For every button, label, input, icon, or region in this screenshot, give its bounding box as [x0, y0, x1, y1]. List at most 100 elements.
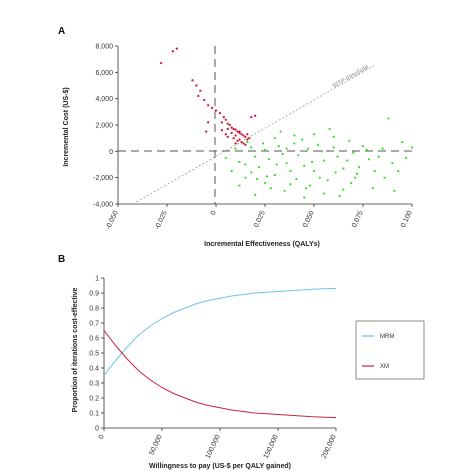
panel-a-points [160, 47, 414, 199]
scatter-point [301, 138, 304, 141]
scatter-point [371, 187, 374, 190]
scatter-point [234, 142, 237, 145]
scatter-point [240, 141, 243, 144]
scatter-point [207, 104, 210, 107]
scatter-point [387, 117, 390, 120]
series-line-mrm [103, 288, 337, 376]
scatter-point [236, 139, 239, 142]
scatter-point [160, 62, 163, 65]
scatter-point [234, 128, 237, 131]
scatter-point [318, 176, 321, 179]
scatter-point [210, 106, 214, 109]
panel-a-x-tick-label: 0.050 [302, 210, 316, 229]
scatter-point [224, 156, 227, 160]
panel-a-y-tick-label: 0 [109, 149, 113, 156]
panel-b-y-tick-label: 0 [95, 426, 99, 433]
scatter-point [228, 123, 231, 127]
scatter-point [230, 126, 233, 129]
scatter-point [383, 176, 386, 179]
scatter-point [238, 138, 241, 141]
panel-b-legend-box [355, 320, 425, 380]
scatter-point [224, 118, 227, 121]
panel-b-x-tick-label: 50,000 [148, 434, 163, 456]
scatter-point [334, 171, 337, 174]
panel-a-x-tick-label: 0.025 [253, 210, 267, 229]
panel-b-x-tick-label: 150,000 [263, 434, 280, 460]
panel-b: B 1 0.9 0.8 0.7 0.6 0.5 0.4 0.3 0.2 0.1 0 0 50,000 1… [58, 254, 425, 470]
scatter-point [232, 127, 235, 131]
scatter-point [305, 187, 308, 190]
scatter-point [328, 127, 331, 131]
scatter-point [391, 162, 394, 165]
scatter-point [244, 135, 247, 138]
scatter-point [226, 135, 229, 138]
panel-b-lines [103, 288, 337, 418]
panel-a-x-tick-label: -0.050 [105, 210, 120, 231]
scatter-point [246, 138, 249, 141]
panel-b-y-tick-label: 0.4 [89, 366, 99, 373]
scatter-point [234, 134, 237, 137]
scatter-point [401, 141, 404, 144]
scatter-point [303, 164, 306, 167]
panel-a-y-ticks: 8,000 6,000 4,000 2,000 0 -2,000 -4,000 [93, 44, 118, 209]
scatter-point [175, 47, 178, 50]
scatter-point [205, 130, 208, 133]
legend-xm-label: XM [380, 364, 389, 370]
panel-a-wtp-threshold-line [132, 64, 376, 205]
panel-a-y-tick-label: 6,000 [95, 70, 113, 77]
scatter-point [332, 135, 335, 138]
scatter-point [230, 131, 233, 134]
scatter-point [234, 147, 237, 150]
series-line-xm [103, 330, 337, 418]
scatter-point [273, 137, 276, 140]
scatter-point [281, 152, 284, 156]
scatter-point [191, 79, 194, 82]
scatter-point [377, 155, 380, 158]
scatter-point [226, 122, 229, 125]
panel-a-x-ticks: -0.050 -0.025 0 0.025 0.050 0.075 0.100 [105, 204, 414, 231]
scatter-point [238, 184, 241, 187]
scatter-point [265, 175, 269, 178]
scatter-point [365, 148, 369, 152]
scatter-point [332, 146, 335, 149]
scatter-point [248, 137, 251, 140]
scatter-point [238, 130, 241, 133]
scatter-point [293, 142, 296, 145]
scatter-point [285, 162, 288, 165]
scatter-point [254, 193, 257, 196]
scatter-point [405, 156, 408, 160]
panel-b-y-tick-label: 0.9 [89, 291, 99, 298]
scatter-point [307, 147, 310, 150]
panel-a-y-label: Incremental Cost (US-$) [63, 87, 70, 166]
scatter-point [356, 172, 359, 175]
panel-b-y-ticks: 1 0.9 0.8 0.7 0.6 0.5 0.4 0.3 0.2 0.1 0 [89, 276, 104, 433]
scatter-point [373, 169, 376, 173]
scatter-point [273, 173, 276, 177]
scatter-point [293, 134, 296, 137]
scatter-point [222, 116, 225, 119]
scatter-point [244, 143, 247, 146]
scatter-point [342, 188, 345, 191]
panel-b-y-tick-label: 0.3 [89, 381, 99, 388]
scatter-point [254, 114, 257, 117]
scatter-point [295, 177, 298, 181]
scatter-point [322, 192, 325, 195]
scatter-point [357, 166, 361, 169]
panel-a-x-tick-label: -0.025 [154, 210, 169, 231]
scatter-point [297, 154, 300, 157]
scatter-point [285, 147, 288, 150]
scatter-point [236, 130, 239, 133]
scatter-point [240, 133, 243, 136]
scatter-point [244, 176, 247, 179]
scatter-point [244, 163, 247, 166]
scatter-point [232, 137, 235, 140]
panel-b-y-tick-label: 0.1 [89, 411, 99, 418]
scatter-point [303, 196, 306, 199]
scatter-point [316, 143, 320, 146]
scatter-point [261, 142, 265, 145]
scatter-point [250, 116, 253, 119]
scatter-point [242, 134, 245, 137]
scatter-point [279, 130, 282, 133]
scatter-point [242, 142, 245, 145]
panel-b-x-ticks: 0 50,000 100,000 150,000 200,000 [98, 428, 338, 460]
